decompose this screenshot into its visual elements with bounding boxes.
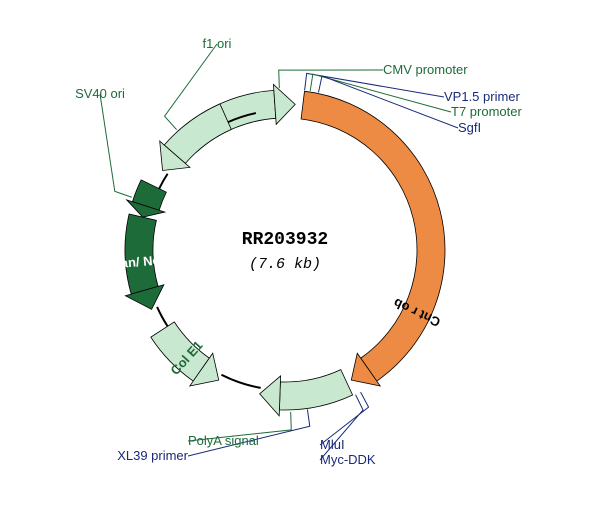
- plasmid-ring: Cnt r obCol E1Kan/ Neo: [111, 84, 445, 415]
- label-cmv: CMV promoter: [383, 62, 468, 77]
- plasmid-name: RR203932: [242, 230, 328, 250]
- arrowhead-cmv: [273, 84, 295, 124]
- plasmid-size: (7.6 kb): [249, 256, 321, 273]
- marker-label-mlui: MluI: [320, 437, 345, 452]
- label-f1ori: f1 ori: [203, 36, 232, 51]
- marker-label-mycddk: Myc-DDK: [320, 452, 376, 467]
- backbone-segment: [221, 375, 260, 388]
- backbone-segment: [157, 307, 167, 326]
- marker-label-sgfi: SgfI: [458, 120, 481, 135]
- segment-polya: [279, 370, 352, 410]
- marker-label-t7: T7 promoter: [451, 104, 522, 119]
- leader-sv40: [100, 94, 132, 197]
- marker-label-xl39: XL39 primer: [117, 448, 188, 463]
- label-sv40: SV40 ori: [75, 86, 125, 101]
- arc-label-kanneo: Kan/ Neo: [111, 252, 168, 272]
- marker-label-vp15: VP1.5 primer: [444, 89, 521, 104]
- arrowhead-polya: [260, 376, 281, 416]
- label-polya: PolyA signal: [188, 433, 259, 448]
- plasmid-map: Cnt r obCol E1Kan/ Neo CMV promoter PolyA…: [0, 0, 600, 512]
- backbone-segment: [159, 174, 167, 189]
